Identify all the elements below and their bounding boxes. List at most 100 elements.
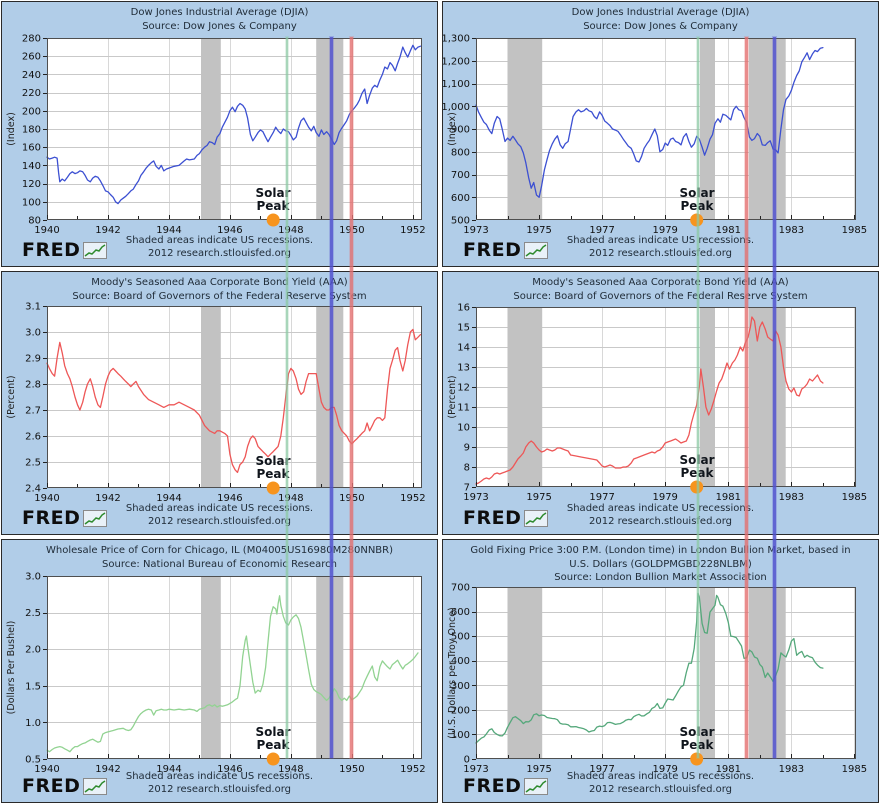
fred-logo-chart-icon	[524, 509, 549, 527]
svg-text:2.8: 2.8	[25, 380, 41, 391]
svg-text:300: 300	[451, 681, 470, 692]
x-tick-labels: 1973 1975 1977 1979 1981 1983 1985	[463, 492, 867, 503]
plot-area: 1973 1975 1977 1979 1981 1983 1985 0 100 200 300 40…	[447, 583, 867, 776]
chart-source: Source: Dow Jones & Company	[142, 20, 297, 32]
plot-background	[47, 576, 422, 759]
x-tick-labels: 1973 1975 1977 1979 1981 1983 1985	[463, 225, 867, 236]
recession-note: Shaded areas indicate US recessions.	[566, 771, 755, 782]
svg-text:160: 160	[22, 143, 41, 154]
svg-text:1948: 1948	[278, 225, 303, 236]
svg-text:1979: 1979	[652, 492, 677, 503]
data-line	[46, 44, 422, 205]
plot-area: 1940 1942 1944 1946 1948 1950 1952 0.5 1.0 1.5 2.0…	[6, 572, 426, 776]
y-tick-labels: 0.5 1.0 1.5 2.0 2.5 3.0	[25, 572, 41, 766]
fred-logo-chart-icon	[524, 241, 549, 259]
chart-title: Moody's Seasoned Aaa Corporate Bond Yiel…	[91, 277, 348, 288]
data-line	[475, 46, 824, 198]
solar-peak-label: Solar Peak	[679, 453, 715, 480]
solar-peak-label: Solar Peak	[255, 725, 291, 752]
chart-footer: Shaded areas indicate US recessions. 201…	[443, 771, 878, 796]
recession-note: Shaded areas indicate US recessions.	[125, 771, 314, 782]
svg-text:2.0: 2.0	[25, 645, 41, 656]
svg-text:1946: 1946	[217, 493, 242, 504]
y-tick-labels: 0 100 200 300 400 500 600 700	[451, 583, 470, 766]
svg-text:1977: 1977	[589, 492, 614, 503]
svg-text:1973: 1973	[463, 492, 488, 503]
solar-peak-label: Solar Peak	[679, 186, 715, 213]
svg-text:15: 15	[457, 323, 470, 334]
chart-footer: Shaded areas indicate US recessions. 201…	[443, 503, 878, 528]
chart-title-line2: U.S. Dollars (GOLDPMGBD228NLBM)	[569, 558, 752, 570]
axis-ticks	[472, 38, 855, 221]
chart-title: Gold Fixing Price 3:00 P.M. (London time…	[470, 545, 851, 556]
fred-logo-text: FRED	[22, 239, 81, 261]
chart-title: Moody's Seasoned Aaa Corporate Bond Yiel…	[532, 277, 789, 288]
plot-frame	[476, 38, 856, 220]
fred-logo-text: FRED	[463, 239, 522, 261]
plot-area: 1940 1942 1944 1946 1948 1950 1952801001201401…	[6, 34, 426, 237]
svg-text:80: 80	[28, 216, 41, 227]
chart-title: Dow Jones Industrial Average (DJIA)	[130, 7, 309, 18]
chart-footer: Shaded areas indicate US recessions. 201…	[2, 235, 437, 260]
svg-text:400: 400	[451, 656, 470, 667]
svg-text:1952: 1952	[400, 764, 425, 775]
svg-text:1,000: 1,000	[443, 102, 470, 113]
svg-text:180: 180	[22, 125, 41, 136]
svg-text:2.6: 2.6	[25, 432, 41, 443]
svg-text:2.7: 2.7	[25, 406, 41, 417]
y-axis-label: (U.S. Dollars per Troy Once)	[447, 607, 458, 738]
attribution: 2012 research.stlouisfed.org	[147, 515, 292, 527]
fred-logo: FRED	[22, 775, 108, 797]
svg-text:1981: 1981	[716, 492, 741, 503]
svg-text:1944: 1944	[156, 225, 181, 236]
chart-source: Source: London Bullion Market Associatio…	[554, 572, 767, 583]
svg-text:1973: 1973	[463, 764, 488, 775]
svg-text:3.0: 3.0	[25, 572, 41, 583]
attribution: 2012 research.stlouisfed.org	[147, 247, 292, 259]
svg-text:200: 200	[22, 106, 41, 117]
svg-text:1981: 1981	[716, 764, 741, 775]
chart-footer: Shaded areas indicate US recessions. 201…	[2, 771, 437, 796]
chart-source: Source: Board of Governors of the Federa…	[72, 290, 367, 302]
recession-note: Shaded areas indicate US recessions.	[566, 235, 755, 246]
svg-text:1.0: 1.0	[25, 718, 41, 729]
fred-logo: FRED	[22, 239, 108, 261]
svg-text:1948: 1948	[278, 493, 303, 504]
svg-text:500: 500	[451, 216, 470, 227]
svg-text:2.4: 2.4	[25, 484, 41, 495]
svg-text:100: 100	[22, 197, 41, 208]
attribution: 2012 research.stlouisfed.org	[588, 247, 733, 259]
attribution: 2012 research.stlouisfed.org	[147, 783, 292, 795]
recession-bars	[507, 38, 786, 220]
y-axis-label: (Percent)	[447, 375, 458, 418]
svg-text:220: 220	[22, 88, 41, 99]
chart-header: Dow Jones Industrial Average (DJIA) Sour…	[443, 6, 878, 33]
svg-text:1981: 1981	[716, 225, 741, 236]
svg-text:1977: 1977	[589, 764, 614, 775]
svg-text:10: 10	[457, 423, 470, 434]
svg-text:1985: 1985	[842, 492, 867, 503]
svg-text:1942: 1942	[95, 493, 120, 504]
svg-text:600: 600	[451, 607, 470, 618]
svg-text:1,200: 1,200	[443, 56, 470, 67]
svg-text:14: 14	[457, 343, 470, 354]
fred-logo: FRED	[463, 775, 549, 797]
svg-text:1975: 1975	[526, 492, 551, 503]
horizontal-gridlines	[48, 56, 421, 203]
recession-bars	[507, 587, 786, 759]
svg-text:120: 120	[22, 179, 41, 190]
svg-text:1952: 1952	[400, 493, 425, 504]
svg-text:1975: 1975	[526, 225, 551, 236]
recession-bars	[201, 38, 344, 220]
svg-text:1983: 1983	[779, 225, 804, 236]
svg-text:0.5: 0.5	[25, 755, 41, 766]
chart-header: Dow Jones Industrial Average (DJIA) Sour…	[2, 6, 437, 33]
chart-header: Wholesale Price of Corn for Chicago, IL …	[2, 544, 437, 571]
recession-bars	[201, 576, 344, 759]
recession-note: Shaded areas indicate US recessions.	[125, 235, 314, 246]
svg-text:1942: 1942	[95, 225, 120, 236]
solar-peak-dot	[266, 752, 280, 766]
solar-peak-label: Solar Peak	[255, 454, 291, 481]
plot-frame	[47, 38, 422, 220]
svg-text:1950: 1950	[339, 764, 364, 775]
